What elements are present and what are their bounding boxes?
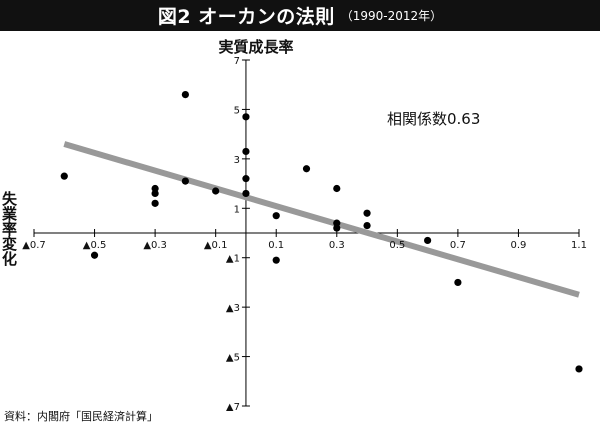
- chart-title-subtitle: （1990-2012年）: [340, 9, 443, 23]
- x-tick-label: 0.3: [329, 240, 345, 251]
- x-tick-label: ▲0.5: [83, 240, 107, 251]
- x-axis-title: 失業率変化: [0, 190, 18, 266]
- y-tick-label: 5: [234, 105, 240, 116]
- data-point: [90, 251, 99, 259]
- data-point: [242, 175, 250, 183]
- y-tick-label: ▲1: [226, 254, 240, 265]
- data-point: [181, 91, 189, 99]
- x-tick-label: ▲0.3: [143, 240, 167, 251]
- y-tick-label: ▲3: [226, 303, 240, 314]
- data-point: [242, 113, 250, 121]
- x-tick-label: ▲0.7: [22, 240, 46, 251]
- y-tick-label: 3: [234, 155, 240, 166]
- chart-title-main: 図2 オーカンの法則: [157, 6, 335, 28]
- data-points: [60, 91, 583, 373]
- chart-title: 図2 オーカンの法則 （1990-2012年）: [0, 0, 600, 31]
- x-tick-label: 1.1: [571, 240, 587, 251]
- data-point: [363, 221, 371, 230]
- x-tick-label: 0.7: [450, 240, 466, 251]
- data-point: [333, 184, 341, 193]
- data-point: [575, 365, 583, 373]
- data-point: [151, 184, 159, 193]
- data-point: [333, 224, 341, 232]
- data-point: [302, 165, 311, 173]
- x-tick-label: 0.1: [268, 240, 284, 251]
- chart-labels: ▲0.7 ▲0.5 ▲0.3 ▲0.1 0.1 0.3 0.5 0.7 0.9 1.1 7 5 3 1 ▲1…: [0, 38, 587, 411]
- data-point: [333, 219, 341, 227]
- data-point: [363, 209, 371, 217]
- y-tick-label: ▲7: [226, 402, 240, 411]
- data-point: [272, 256, 280, 264]
- data-point: [151, 199, 159, 207]
- trendline: [63, 141, 580, 298]
- data-point: [181, 177, 189, 185]
- chart-axes: [33, 59, 580, 407]
- y-tick-label: 1: [234, 204, 240, 215]
- x-tick-label: 0.9: [510, 240, 526, 251]
- x-tick-label: ▲0.1: [204, 240, 228, 251]
- y-tick-label: 7: [234, 56, 240, 67]
- data-point: [454, 278, 462, 287]
- scatter-chart: ▲0.7 ▲0.5 ▲0.3 ▲0.1 0.1 0.3 0.5 0.7 0.9 1.1 7 5 3 1 ▲1…: [0, 38, 587, 411]
- y-axis-title: 実質成長率: [218, 38, 293, 56]
- data-point: [242, 189, 250, 198]
- correlation-annotation: 相関係数0.63: [387, 110, 480, 128]
- trendline-layer: [63, 141, 580, 298]
- y-tick-label: ▲5: [226, 353, 240, 364]
- data-point: [242, 147, 250, 156]
- source-note: 資料：内閣府「国民経済計算」: [4, 410, 158, 423]
- title-bar: [0, 0, 600, 31]
- data-point: [151, 189, 159, 198]
- x-tick-label: 0.5: [389, 240, 405, 251]
- data-point: [424, 236, 432, 245]
- data-point: [272, 212, 280, 220]
- data-point: [212, 187, 220, 195]
- data-point: [60, 172, 68, 180]
